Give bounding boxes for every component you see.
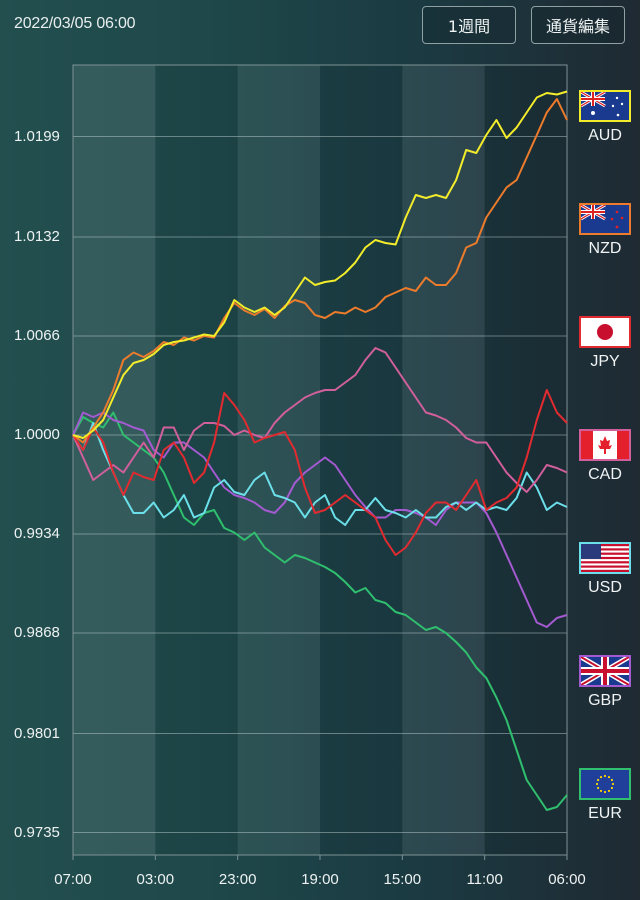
legend-item-usd[interactable]: USD [577, 542, 633, 597]
legend-label-jpy: JPY [590, 353, 620, 370]
legend-label-cad: CAD [588, 466, 622, 483]
x-tick-label: 03:00 [136, 871, 175, 888]
australia-flag-icon [579, 90, 631, 122]
japan-flag-icon [579, 316, 631, 348]
y-tick-label: 0.9735 [14, 823, 60, 841]
series-line-jpy [72, 389, 568, 556]
series-line-cad [72, 347, 568, 493]
uk-flag-icon [579, 655, 631, 687]
legend-item-aud[interactable]: AUD [577, 90, 633, 145]
legend-label-eur: EUR [588, 805, 622, 822]
period-button[interactable]: 1週間 [422, 6, 516, 44]
series-line-usd [72, 422, 568, 526]
legend-item-eur[interactable]: EUR [577, 768, 633, 823]
y-tick-label: 0.9934 [14, 525, 60, 542]
legend-label-aud: AUD [588, 127, 622, 144]
time-bands [73, 65, 567, 855]
series-lines [72, 90, 568, 811]
y-tick-label: 1.0066 [14, 327, 60, 344]
series-line-aud [72, 90, 568, 439]
canada-flag-icon [579, 429, 631, 461]
y-tick-label: 1.0000 [14, 426, 60, 443]
usa-flag-icon [579, 542, 631, 574]
legend-label-gbp: GBP [588, 692, 622, 709]
legend-item-jpy[interactable]: JPY [577, 316, 633, 371]
y-tick-label: 1.0132 [14, 228, 60, 245]
y-tick-label: 1.0199 [14, 127, 60, 145]
legend-item-nzd[interactable]: NZD [577, 203, 633, 258]
legend-item-cad[interactable]: CAD [577, 429, 633, 484]
header-datetime: 2022/03/05 06:00 [14, 15, 136, 32]
series-line-nzd [72, 98, 568, 444]
y-tick-label: 0.9868 [14, 624, 60, 641]
x-tick-label: 06:00 [548, 871, 586, 888]
new-zealand-flag-icon [579, 203, 631, 235]
x-tick-label: 07:00 [54, 871, 92, 888]
y-tick-label: 0.9801 [14, 724, 60, 742]
series-line-eur [72, 411, 568, 811]
x-tick-label: 11:00 [466, 871, 503, 888]
x-tick-label: 15:00 [383, 871, 422, 888]
x-tick-label: 23:00 [218, 871, 257, 888]
currency-edit-button[interactable]: 通貨編集 [531, 6, 625, 44]
plot-frame [72, 64, 568, 856]
legend-item-gbp[interactable]: GBP [577, 655, 633, 710]
legend-label-nzd: NZD [588, 240, 622, 257]
eu-flag-icon [579, 768, 631, 800]
legend-label-usd: USD [588, 579, 622, 596]
x-tick-label: 19:00 [301, 871, 339, 888]
